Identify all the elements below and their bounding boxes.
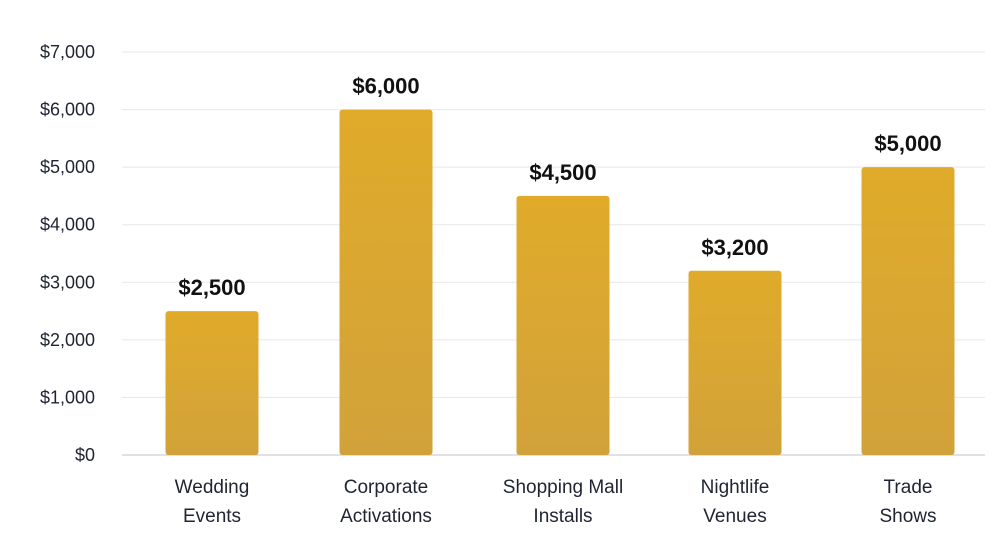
y-tick-label: $4,000 (40, 215, 95, 235)
bars (165, 109, 955, 456)
y-tick-label: $5,000 (40, 157, 95, 177)
bar (339, 109, 433, 456)
bar-value-label: $4,500 (529, 160, 596, 185)
bar (516, 195, 610, 455)
bar (165, 311, 259, 455)
y-tick-label: $1,000 (40, 387, 95, 407)
x-tick-label: Nightlife Venues (701, 477, 770, 527)
y-axis-tick-labels: $0 $1,000 $2,000 $3,000 $4,000 $5,000 $6,000 $7… (40, 42, 95, 465)
y-tick-label: $0 (75, 445, 95, 465)
x-tick-label: Corporate Activations (340, 477, 432, 527)
y-tick-label: $6,000 (40, 100, 95, 120)
bar-value-label: $5,000 (874, 131, 941, 156)
bar (688, 270, 782, 455)
bar (861, 167, 955, 455)
x-tick-label: Shopping Mall Installs (503, 477, 623, 527)
x-tick-label: Trade Shows (879, 477, 936, 527)
bar-value-label: $3,200 (701, 235, 768, 260)
x-tick-label: Wedding Events (175, 477, 250, 527)
y-tick-label: $7,000 (40, 42, 95, 62)
y-tick-label: $2,000 (40, 330, 95, 350)
bar-value-label: $6,000 (352, 74, 419, 99)
x-axis-tick-labels: Wedding Events Corporate Activations Shoppin… (175, 477, 937, 527)
y-tick-label: $3,000 (40, 272, 95, 292)
bar-value-label: $2,500 (178, 275, 245, 300)
data-labels: $2,500 $6,000 $4,500 $3,200 $5,000 (178, 74, 941, 301)
